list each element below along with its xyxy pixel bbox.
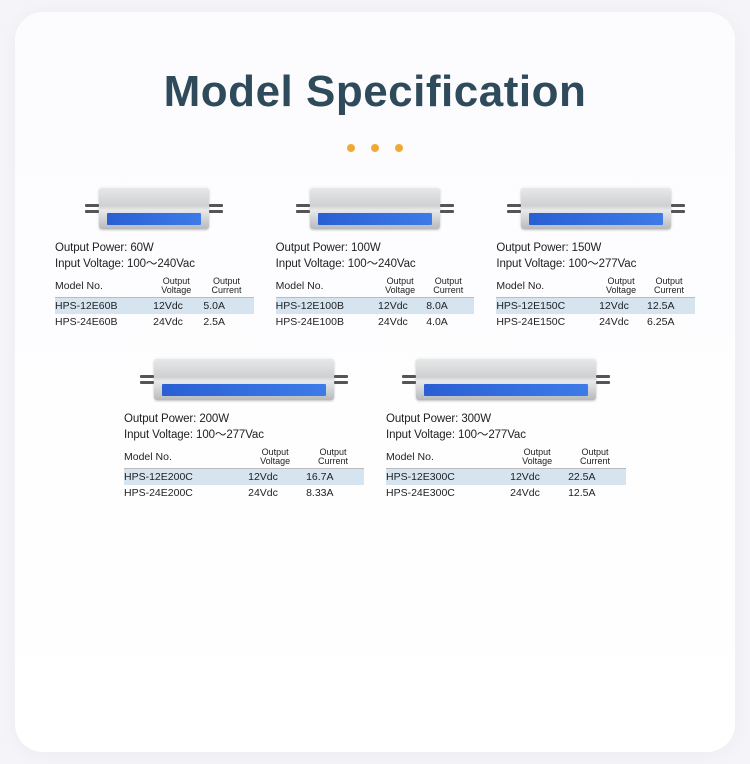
- col-current: OutputCurrent: [426, 275, 474, 298]
- input-voltage-line: Input Voltage: 100～240Vac: [55, 255, 254, 271]
- product-image: [496, 187, 695, 232]
- col-voltage: OutputVoltage: [153, 275, 203, 298]
- product-cell: Output Power: 150WInput Voltage: 100～277…: [496, 187, 695, 330]
- spec-card: Model Specification Output Power: 60WInp…: [15, 12, 735, 752]
- output-power-line: Output Power: 200W: [124, 413, 364, 425]
- input-voltage-line: Input Voltage: 100～277Vac: [386, 426, 626, 442]
- input-voltage-line: Input Voltage: 100～277Vac: [124, 426, 364, 442]
- model-table: Model No.OutputVoltageOutputCurrentHPS-1…: [55, 275, 254, 330]
- table-row: HPS-24E60B24Vdc2.5A: [55, 314, 254, 330]
- table-row: HPS-24E150C24Vdc6.25A: [496, 314, 695, 330]
- product-cell: Output Power: 200WInput Voltage: 100～277…: [124, 358, 364, 501]
- col-voltage: OutputVoltage: [248, 446, 306, 469]
- table-row: HPS-24E100B24Vdc4.0A: [276, 314, 475, 330]
- col-voltage: OutputVoltage: [378, 275, 426, 298]
- output-power-line: Output Power: 300W: [386, 413, 626, 425]
- col-model: Model No.: [124, 446, 248, 469]
- table-row: HPS-24E300C24Vdc12.5A: [386, 485, 626, 501]
- product-image: [276, 187, 475, 232]
- col-current: OutputCurrent: [647, 275, 695, 298]
- table-row: HPS-12E200C12Vdc16.7A: [124, 469, 364, 486]
- product-image: [124, 358, 364, 403]
- table-row: HPS-12E100B12Vdc8.0A: [276, 298, 475, 315]
- col-current: OutputCurrent: [306, 446, 364, 469]
- output-power-line: Output Power: 100W: [276, 242, 475, 254]
- table-row: HPS-12E150C12Vdc12.5A: [496, 298, 695, 315]
- col-current: OutputCurrent: [203, 275, 253, 298]
- model-table: Model No.OutputVoltageOutputCurrentHPS-1…: [386, 446, 626, 501]
- col-voltage: OutputVoltage: [510, 446, 568, 469]
- product-row-1: Output Power: 60WInput Voltage: 100～240V…: [55, 187, 695, 330]
- table-row: HPS-24E200C24Vdc8.33A: [124, 485, 364, 501]
- table-row: HPS-12E60B12Vdc5.0A: [55, 298, 254, 315]
- col-model: Model No.: [276, 275, 378, 298]
- output-power-line: Output Power: 150W: [496, 242, 695, 254]
- input-voltage-line: Input Voltage: 100～277Vac: [496, 255, 695, 271]
- col-model: Model No.: [55, 275, 153, 298]
- product-cell: Output Power: 60WInput Voltage: 100～240V…: [55, 187, 254, 330]
- col-model: Model No.: [496, 275, 599, 298]
- product-image: [386, 358, 626, 403]
- table-row: HPS-12E300C12Vdc22.5A: [386, 469, 626, 486]
- product-cell: Output Power: 300WInput Voltage: 100～277…: [386, 358, 626, 501]
- col-current: OutputCurrent: [568, 446, 626, 469]
- divider-dots: [55, 139, 695, 157]
- model-table: Model No.OutputVoltageOutputCurrentHPS-1…: [124, 446, 364, 501]
- col-model: Model No.: [386, 446, 510, 469]
- output-power-line: Output Power: 60W: [55, 242, 254, 254]
- input-voltage-line: Input Voltage: 100～240Vac: [276, 255, 475, 271]
- product-row-2: Output Power: 200WInput Voltage: 100～277…: [55, 358, 695, 501]
- model-table: Model No.OutputVoltageOutputCurrentHPS-1…: [496, 275, 695, 330]
- page-title: Model Specification: [55, 67, 695, 117]
- col-voltage: OutputVoltage: [599, 275, 647, 298]
- product-cell: Output Power: 100WInput Voltage: 100～240…: [276, 187, 475, 330]
- product-image: [55, 187, 254, 232]
- model-table: Model No.OutputVoltageOutputCurrentHPS-1…: [276, 275, 475, 330]
